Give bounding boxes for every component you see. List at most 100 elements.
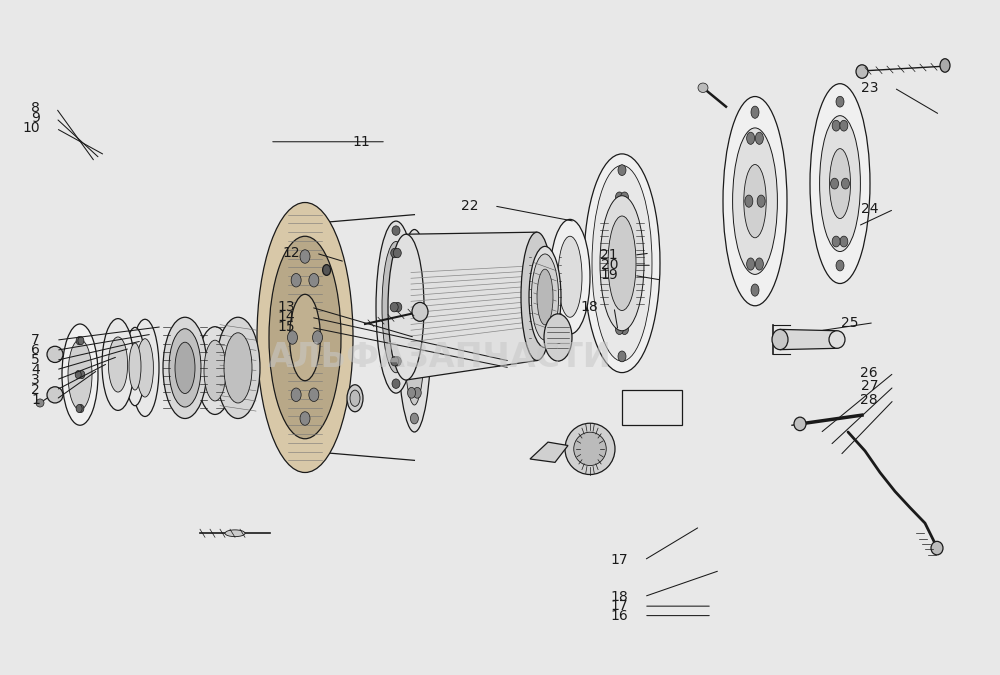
Polygon shape <box>530 442 568 462</box>
Ellipse shape <box>393 356 401 366</box>
Ellipse shape <box>108 337 128 392</box>
Ellipse shape <box>413 263 421 274</box>
Ellipse shape <box>382 242 410 373</box>
Ellipse shape <box>47 387 63 403</box>
Ellipse shape <box>747 132 755 144</box>
Ellipse shape <box>408 387 416 398</box>
Ellipse shape <box>733 128 777 274</box>
Text: 24: 24 <box>860 202 878 216</box>
Text: 23: 23 <box>860 81 878 95</box>
Ellipse shape <box>75 371 81 379</box>
Ellipse shape <box>410 238 418 248</box>
Ellipse shape <box>550 219 590 334</box>
Ellipse shape <box>621 192 629 202</box>
Ellipse shape <box>175 342 195 394</box>
Ellipse shape <box>224 333 252 403</box>
Ellipse shape <box>392 379 400 388</box>
Ellipse shape <box>723 97 787 306</box>
Ellipse shape <box>290 294 320 381</box>
Ellipse shape <box>347 385 363 412</box>
Ellipse shape <box>62 324 98 425</box>
Text: 21: 21 <box>600 248 618 262</box>
Ellipse shape <box>940 59 950 72</box>
Ellipse shape <box>565 423 615 475</box>
Ellipse shape <box>287 331 297 344</box>
Ellipse shape <box>163 317 207 418</box>
Ellipse shape <box>574 432 606 466</box>
Ellipse shape <box>68 340 92 410</box>
Ellipse shape <box>269 236 341 439</box>
Text: АЛЬФАЗАПЧАСТИ: АЛЬФАЗАПЧАСТИ <box>268 342 612 374</box>
Text: 5: 5 <box>31 354 40 367</box>
Ellipse shape <box>615 324 623 335</box>
Ellipse shape <box>388 234 424 380</box>
Bar <box>622 390 682 425</box>
Text: 10: 10 <box>22 122 40 135</box>
Ellipse shape <box>747 258 755 270</box>
Ellipse shape <box>391 356 399 366</box>
Ellipse shape <box>745 195 753 207</box>
Ellipse shape <box>618 165 626 176</box>
Ellipse shape <box>102 319 134 410</box>
Ellipse shape <box>412 302 428 321</box>
Ellipse shape <box>406 325 414 336</box>
Ellipse shape <box>820 115 860 252</box>
Ellipse shape <box>600 196 644 331</box>
Ellipse shape <box>79 371 85 379</box>
Ellipse shape <box>76 337 82 345</box>
Ellipse shape <box>137 339 153 397</box>
Ellipse shape <box>836 97 844 107</box>
Ellipse shape <box>257 202 353 472</box>
Text: 12: 12 <box>282 246 300 260</box>
Text: 14: 14 <box>277 310 295 324</box>
Text: 15: 15 <box>277 321 295 334</box>
Ellipse shape <box>376 221 416 393</box>
Ellipse shape <box>391 248 399 258</box>
Ellipse shape <box>608 216 636 310</box>
Text: 1: 1 <box>31 393 40 406</box>
Ellipse shape <box>270 239 340 436</box>
Ellipse shape <box>76 404 82 412</box>
Text: 4: 4 <box>31 363 40 377</box>
Ellipse shape <box>840 120 848 131</box>
Ellipse shape <box>414 325 422 336</box>
Ellipse shape <box>829 331 845 348</box>
Ellipse shape <box>392 226 400 236</box>
Ellipse shape <box>772 329 788 350</box>
Text: 13: 13 <box>277 300 295 314</box>
Ellipse shape <box>197 327 233 414</box>
Ellipse shape <box>622 258 630 269</box>
Ellipse shape <box>47 346 63 362</box>
Ellipse shape <box>856 65 868 78</box>
Ellipse shape <box>931 541 943 555</box>
Ellipse shape <box>841 178 849 189</box>
Ellipse shape <box>592 165 652 361</box>
Ellipse shape <box>125 327 145 406</box>
Ellipse shape <box>618 351 626 362</box>
Text: 17: 17 <box>610 554 628 567</box>
Text: 8: 8 <box>31 101 40 115</box>
Ellipse shape <box>390 302 398 312</box>
Ellipse shape <box>744 165 766 238</box>
Ellipse shape <box>300 412 310 425</box>
Ellipse shape <box>529 246 561 348</box>
Ellipse shape <box>300 250 310 263</box>
Ellipse shape <box>794 417 806 431</box>
Ellipse shape <box>78 337 84 345</box>
Ellipse shape <box>129 343 141 390</box>
Ellipse shape <box>291 273 301 287</box>
Ellipse shape <box>408 263 416 274</box>
Ellipse shape <box>404 256 425 405</box>
Text: 2: 2 <box>31 383 40 397</box>
Ellipse shape <box>832 236 840 247</box>
Text: 27: 27 <box>860 379 878 393</box>
Ellipse shape <box>831 178 839 189</box>
Ellipse shape <box>537 269 553 325</box>
Ellipse shape <box>291 388 301 402</box>
Ellipse shape <box>558 236 582 317</box>
Text: 6: 6 <box>31 344 40 357</box>
Text: 28: 28 <box>860 393 878 406</box>
Ellipse shape <box>521 232 553 360</box>
Text: 25: 25 <box>840 316 858 329</box>
Text: 26: 26 <box>860 366 878 379</box>
